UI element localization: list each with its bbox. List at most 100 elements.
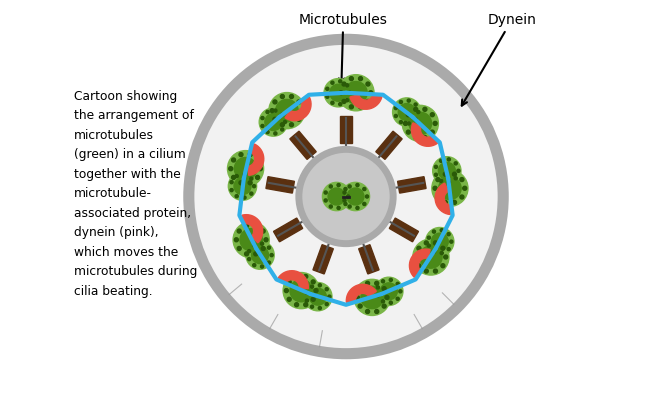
Circle shape [252,264,256,267]
Circle shape [434,241,438,245]
Circle shape [248,250,250,253]
Circle shape [310,285,314,288]
Circle shape [235,174,239,178]
Circle shape [347,195,350,198]
Circle shape [447,233,450,236]
Circle shape [362,187,366,191]
Circle shape [299,149,393,244]
Circle shape [349,77,353,81]
Circle shape [356,206,359,209]
Circle shape [270,108,274,113]
Circle shape [454,177,457,180]
Circle shape [416,110,420,114]
Circle shape [230,189,233,192]
Circle shape [260,265,264,268]
Circle shape [230,181,233,184]
Circle shape [358,304,362,308]
Circle shape [393,98,421,126]
Circle shape [324,79,353,107]
Circle shape [244,224,248,228]
Circle shape [295,274,299,279]
Circle shape [382,280,385,283]
Circle shape [330,205,332,208]
Circle shape [369,91,373,95]
Circle shape [366,281,370,285]
Circle shape [240,229,262,251]
Circle shape [328,188,345,205]
Circle shape [375,310,379,314]
Circle shape [266,130,269,134]
Circle shape [414,118,417,121]
Circle shape [237,246,241,250]
Circle shape [426,228,454,256]
Circle shape [328,295,331,298]
Circle shape [234,178,251,195]
Circle shape [345,99,349,102]
Circle shape [331,81,334,84]
Circle shape [407,122,411,125]
Circle shape [375,281,379,285]
Circle shape [394,107,397,110]
Polygon shape [411,123,438,146]
Circle shape [287,280,291,284]
Circle shape [436,178,440,182]
Circle shape [366,310,370,314]
Circle shape [463,186,467,190]
Circle shape [355,296,359,299]
Circle shape [385,296,389,299]
Circle shape [280,95,284,99]
Circle shape [283,272,319,309]
Circle shape [444,255,447,259]
Circle shape [433,186,437,190]
Circle shape [414,255,418,259]
Circle shape [281,128,284,131]
Circle shape [432,230,436,233]
Circle shape [237,229,241,233]
Circle shape [324,191,328,194]
Circle shape [281,113,284,116]
Circle shape [457,169,460,173]
Circle shape [348,91,351,94]
Circle shape [252,244,256,247]
Circle shape [326,95,329,98]
Circle shape [239,152,243,156]
Circle shape [259,108,287,136]
Circle shape [399,290,402,293]
Circle shape [243,196,246,199]
Circle shape [396,282,399,285]
Circle shape [256,158,260,162]
Circle shape [325,288,328,291]
Circle shape [398,103,415,121]
Circle shape [361,286,384,309]
Circle shape [331,101,334,105]
Polygon shape [290,131,316,160]
Circle shape [261,125,264,128]
Circle shape [430,130,434,134]
Circle shape [342,82,346,86]
Circle shape [407,99,411,102]
Circle shape [354,279,390,316]
Circle shape [305,299,308,302]
Circle shape [389,278,392,281]
Polygon shape [409,249,430,277]
Circle shape [268,246,270,249]
Polygon shape [313,245,333,274]
Circle shape [261,246,265,250]
Circle shape [260,242,264,245]
Circle shape [424,241,428,245]
Circle shape [235,195,239,198]
Circle shape [420,246,442,268]
Circle shape [366,99,370,103]
Circle shape [358,105,362,109]
Text: Microtubules: Microtubules [299,13,387,84]
Circle shape [297,100,301,104]
Circle shape [394,114,397,118]
Circle shape [407,130,411,134]
Circle shape [444,200,447,204]
Circle shape [427,244,430,247]
Circle shape [235,238,239,242]
Circle shape [447,248,450,251]
Circle shape [304,303,308,307]
Circle shape [233,222,270,258]
Circle shape [265,114,282,130]
